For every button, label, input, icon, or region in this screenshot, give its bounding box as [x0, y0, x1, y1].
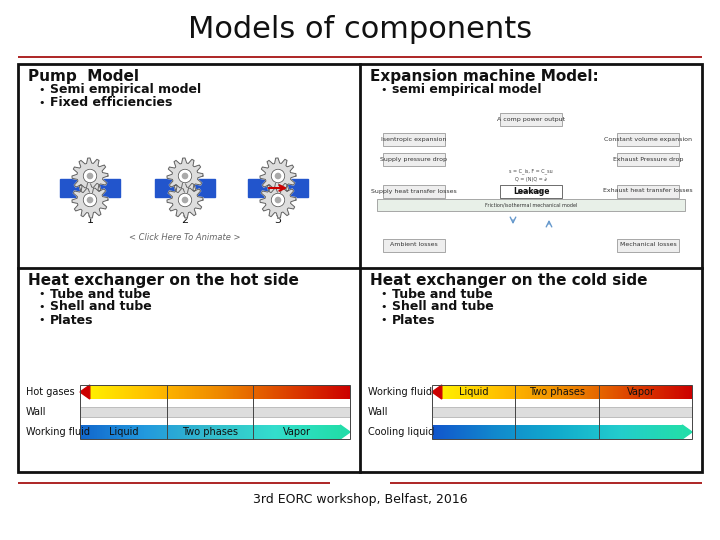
Text: Leakage: Leakage [518, 188, 544, 193]
Bar [383, 152, 445, 165]
Text: Exhaust Pressure drop: Exhaust Pressure drop [613, 157, 683, 161]
Text: Two phases: Two phases [182, 427, 238, 437]
Text: < Click Here To Animate >: < Click Here To Animate > [130, 233, 240, 242]
Bar [155, 179, 215, 197]
Circle shape [271, 169, 285, 183]
Polygon shape [260, 182, 296, 218]
Bar [617, 185, 679, 198]
Text: Shell and tube: Shell and tube [392, 300, 494, 314]
Bar [248, 179, 308, 197]
Text: Q = (N)Q = ∂: Q = (N)Q = ∂ [515, 177, 547, 181]
Text: Plates: Plates [50, 314, 94, 327]
Polygon shape [167, 182, 203, 218]
Bar [617, 239, 679, 252]
Circle shape [84, 169, 96, 183]
Bar [377, 199, 685, 211]
Circle shape [87, 173, 93, 179]
Text: 3rd EORC workshop, Belfast, 2016: 3rd EORC workshop, Belfast, 2016 [253, 494, 467, 507]
Circle shape [179, 169, 192, 183]
Circle shape [87, 198, 93, 202]
Text: Constant volume expansion: Constant volume expansion [604, 137, 692, 141]
Text: s = C_is, F = C_su: s = C_is, F = C_su [509, 168, 553, 174]
Text: Supply pressure drop: Supply pressure drop [380, 157, 448, 161]
Polygon shape [72, 158, 108, 194]
Text: Friction/isothermal mechanical model: Friction/isothermal mechanical model [485, 202, 577, 207]
Polygon shape [683, 425, 692, 439]
Text: Liquid: Liquid [459, 387, 488, 397]
Text: •: • [39, 98, 45, 108]
Bar [617, 152, 679, 165]
Text: 2: 2 [181, 215, 189, 225]
Circle shape [179, 193, 192, 207]
Bar [500, 185, 562, 198]
Bar [60, 179, 120, 197]
Text: Working fluid: Working fluid [26, 427, 90, 437]
Bar [617, 132, 679, 145]
Polygon shape [80, 385, 90, 399]
Circle shape [84, 193, 96, 207]
Text: Plates: Plates [392, 314, 436, 327]
Text: Hot gases: Hot gases [26, 387, 75, 397]
Polygon shape [432, 385, 442, 399]
Text: 1: 1 [86, 215, 94, 225]
Bar [80, 407, 350, 417]
Text: Shell and tube: Shell and tube [50, 300, 152, 314]
Text: Vapor: Vapor [626, 387, 654, 397]
Polygon shape [340, 425, 350, 439]
Circle shape [275, 173, 281, 179]
Text: Leakage: Leakage [513, 186, 549, 195]
Text: Fixed efficiencies: Fixed efficiencies [50, 97, 172, 110]
Circle shape [275, 198, 281, 202]
Bar [500, 112, 562, 125]
Text: Exhaust heat transfer losses: Exhaust heat transfer losses [603, 188, 693, 193]
Polygon shape [72, 182, 108, 218]
Bar [383, 132, 445, 145]
Text: 3: 3 [274, 215, 282, 225]
Text: Ambient losses: Ambient losses [390, 242, 438, 247]
Text: Wall: Wall [26, 407, 47, 417]
Bar [80, 385, 350, 439]
Text: Expansion machine Model:: Expansion machine Model: [370, 70, 599, 84]
Bar [383, 185, 445, 198]
Bar [18, 64, 702, 472]
Text: Heat exchanger on the cold side: Heat exchanger on the cold side [370, 273, 647, 288]
Text: Isentropic expansion: Isentropic expansion [382, 137, 446, 141]
Text: Supply heat transfer losses: Supply heat transfer losses [371, 188, 457, 193]
Text: Models of components: Models of components [188, 16, 532, 44]
Circle shape [182, 173, 188, 179]
Text: Mechanical losses: Mechanical losses [620, 242, 676, 247]
Text: Heat exchanger on the hot side: Heat exchanger on the hot side [28, 273, 299, 288]
Text: •: • [39, 289, 45, 299]
Text: semi empirical model: semi empirical model [392, 84, 541, 97]
Text: •: • [39, 85, 45, 95]
Text: Cooling liquid: Cooling liquid [368, 427, 434, 437]
Text: Vapor: Vapor [283, 427, 311, 437]
Text: •: • [381, 289, 387, 299]
Text: Tube and tube: Tube and tube [50, 287, 150, 300]
Text: •: • [381, 315, 387, 325]
Circle shape [271, 193, 285, 207]
Text: A comp power output: A comp power output [497, 117, 565, 122]
Text: Working fluid: Working fluid [368, 387, 432, 397]
Text: •: • [39, 302, 45, 312]
Bar [432, 385, 692, 439]
Text: Semi empirical model: Semi empirical model [50, 84, 201, 97]
Text: •: • [39, 315, 45, 325]
Polygon shape [260, 158, 296, 194]
Text: Liquid: Liquid [109, 427, 138, 437]
Bar [383, 239, 445, 252]
Text: Pump  Model: Pump Model [28, 70, 139, 84]
Circle shape [182, 198, 188, 202]
Bar [432, 407, 692, 417]
Text: Wall: Wall [368, 407, 389, 417]
Text: •: • [381, 302, 387, 312]
Text: Two phases: Two phases [529, 387, 585, 397]
Polygon shape [167, 158, 203, 194]
Text: •: • [381, 85, 387, 95]
Text: Tube and tube: Tube and tube [392, 287, 492, 300]
